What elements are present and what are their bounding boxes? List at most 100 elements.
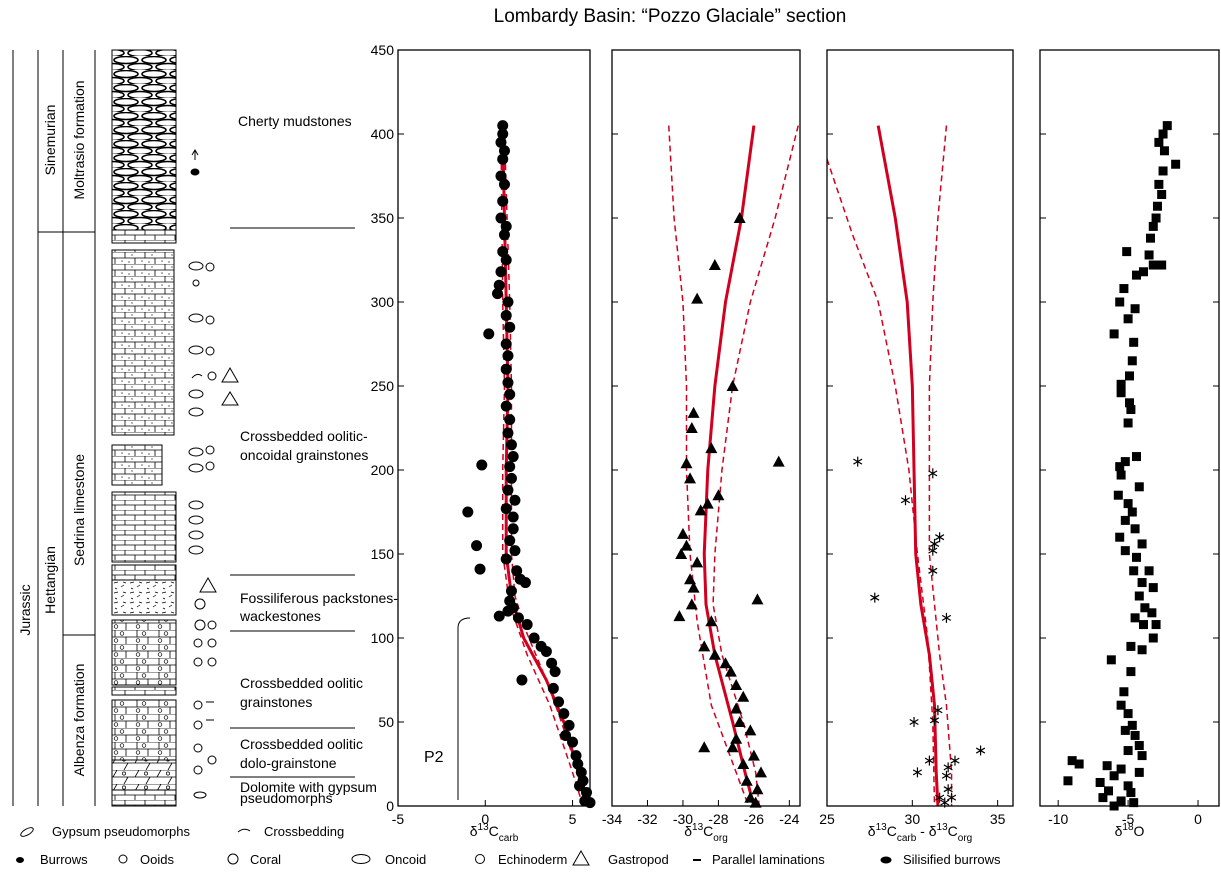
data-point [1116,796,1126,806]
legend-label: Ooids [140,852,174,867]
data-point [1134,591,1144,601]
data-point [754,766,767,778]
x-axis-label-part: 18 [1122,822,1134,833]
data-point [1148,221,1158,231]
data-point [708,648,721,660]
data-point [726,741,739,753]
data-point [502,427,514,439]
data-point [519,577,531,589]
data-point [853,456,863,467]
data-point [509,545,521,557]
data-point [909,717,919,727]
data-point [1123,746,1133,756]
x-axis-label-part: C [703,823,713,839]
y-tick-label: 50 [378,714,394,730]
data-point [1123,418,1133,428]
data-point [1115,462,1125,472]
data-point [504,414,516,426]
x-axis-label: δ13Corg [684,822,728,844]
data-point [1119,687,1129,697]
data-point [691,292,704,304]
data-point [708,259,721,271]
data-point [1130,613,1140,623]
lithology-label: Crossbedded oolitic [240,736,363,752]
data-point [943,784,953,795]
data-point [950,755,960,766]
data-point [504,388,516,400]
legend-label: Coral [250,852,281,867]
legend-labels: Gypsum pseudomorphs Crossbedding Burrows… [40,824,1001,867]
x-tick-label: -10 [1048,811,1068,827]
data-point [935,792,945,803]
data-point [673,610,686,622]
y-tick-label: 100 [371,630,395,646]
bed [111,579,177,616]
data-point [946,792,957,803]
legend-symbol [16,857,24,863]
data-point [1137,751,1147,761]
data-point [512,612,524,624]
data-point [495,170,507,182]
data-point [1116,764,1126,774]
legend-symbol [351,854,371,864]
data-point [698,741,711,753]
data-point [1152,201,1162,211]
x-axis-label-part: carb [499,833,519,844]
data-point [504,535,516,547]
x-tick-label: -26 [744,811,764,827]
data-point [1095,777,1105,787]
data-point [737,690,750,702]
data-point [747,749,760,761]
data-point [685,422,698,433]
data-point [563,719,575,731]
legend-symbol [20,827,34,837]
data-point [1137,578,1147,588]
data-point [1144,566,1154,576]
data-point [929,715,940,726]
formation-label: Sedrina limestone [71,454,87,566]
data-point [675,548,688,559]
x-axis-label-part: δ [470,823,478,839]
data-point [943,762,953,773]
data-point [912,767,923,778]
legend-label: Burrows [40,852,88,867]
data-point [719,657,732,669]
y-tick-label: 450 [371,42,395,58]
y-tick-label: 350 [371,210,395,226]
data-point [1159,146,1169,156]
data-point [462,506,474,518]
data-point [1125,398,1134,408]
plot-frame [397,49,591,807]
data-point [712,489,725,501]
data-point [502,605,514,617]
legend-symbol [118,854,128,864]
data-point [572,758,584,770]
data-point [684,573,697,585]
bed [111,564,177,581]
lithology-label: Cherty mudstones [238,113,352,129]
annotation: P2 [424,749,444,766]
data-point [1067,756,1077,766]
data-point [540,645,552,657]
data-point [483,328,495,340]
x-tick-label: 0 [481,811,489,827]
stage-label: Sinemurian [42,105,58,176]
data-point [680,457,693,469]
data-point [1131,452,1141,462]
x-axis-label-part: 13 [937,822,949,833]
x-axis-label-part: δ [1115,823,1123,839]
y-tick-label: 200 [371,462,395,478]
data-point [1120,725,1130,735]
data-point [1130,304,1140,314]
data-point [1120,515,1130,525]
data-point [676,527,689,539]
data-point [1109,329,1119,339]
data-point [684,472,697,484]
data-point [1171,159,1181,169]
data-point [685,598,698,610]
lithology-label: wackestones [239,608,321,624]
data-point [500,363,512,375]
y-tick-label: 400 [371,126,395,142]
